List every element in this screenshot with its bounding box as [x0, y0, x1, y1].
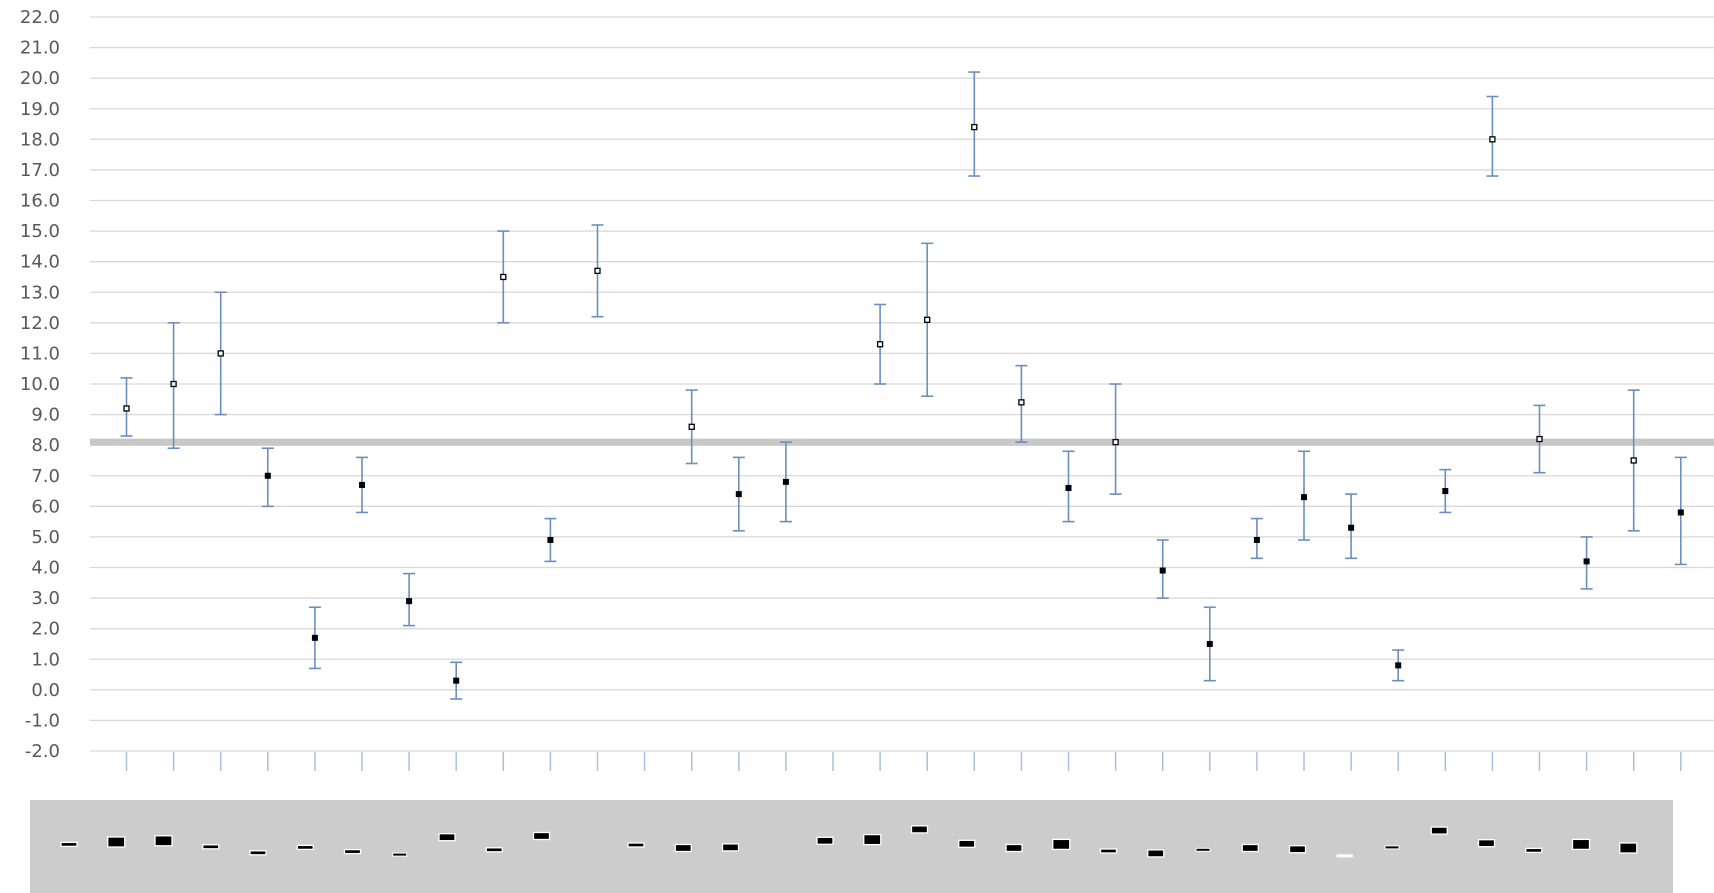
legend-swatch [485, 847, 503, 853]
data-point-hollow [688, 423, 695, 430]
legend-swatch [816, 836, 834, 845]
data-point-filled [782, 478, 789, 485]
data-point-filled [406, 598, 413, 605]
data-point-filled [453, 677, 460, 684]
data-point-hollow [594, 267, 601, 274]
legend-swatch [910, 825, 929, 834]
y-tick-label: 10.0 [20, 374, 60, 395]
data-point-hollow [217, 350, 224, 357]
data-point-filled [264, 472, 271, 479]
legend-swatch [1005, 843, 1023, 853]
data-point-filled [1442, 488, 1449, 495]
x-axis-category-ticks [125, 752, 1682, 771]
legend-swatch [1336, 853, 1354, 858]
y-axis-tick-labels: -2.0 -1.0 0.0 1.0 2.0 3.0 4.0 5.0 6.0 7.0 8.0 9.0 10… [20, 7, 60, 762]
legend-swatch [863, 833, 882, 846]
legend-swatch [438, 833, 456, 842]
data-point-filled [359, 481, 365, 488]
data-point-hollow [1536, 435, 1543, 443]
legend-swatch [1384, 845, 1400, 850]
y-tick-label: -2.0 [25, 741, 60, 762]
legend-swatch [1430, 826, 1448, 835]
legend-swatch [60, 841, 78, 848]
legend-swatch [343, 848, 362, 855]
legend-swatch [1195, 847, 1211, 852]
error-bars [120, 71, 1687, 700]
data-point-filled [1065, 484, 1072, 491]
y-tick-label: 13.0 [20, 282, 60, 303]
y-tick-label: 20.0 [20, 68, 60, 89]
data-point-filled [1677, 509, 1684, 516]
data-point-hollow [500, 273, 507, 281]
y-tick-label: 16.0 [20, 191, 60, 212]
legend-swatch [1241, 843, 1259, 853]
data-point-filled [1253, 536, 1260, 543]
y-tick-label: -1.0 [25, 710, 60, 731]
data-point-filled [1348, 524, 1355, 531]
gridlines [90, 16, 1714, 752]
data-point-hollow [123, 405, 130, 412]
legend-strip [30, 800, 1673, 893]
data-point-hollow [1112, 438, 1119, 446]
data-point-filled [1395, 662, 1402, 669]
legend-swatch [958, 839, 976, 848]
y-tick-label: 12.0 [20, 313, 60, 334]
data-point-hollow [170, 380, 177, 388]
legend-swatch [392, 852, 408, 857]
legend-swatch [296, 844, 314, 851]
y-tick-label: 22.0 [20, 7, 60, 28]
data-point-filled [311, 634, 318, 641]
data-point-filled [735, 491, 742, 498]
y-tick-label: 21.0 [20, 38, 60, 59]
data-point-filled [547, 536, 554, 543]
legend-swatch [249, 850, 267, 856]
y-tick-label: 3.0 [31, 588, 60, 609]
legend-swatch [674, 843, 692, 853]
legend-swatch [154, 835, 173, 847]
data-points [123, 123, 1684, 684]
y-tick-label: 15.0 [20, 221, 60, 242]
y-tick-label: 4.0 [31, 558, 60, 579]
data-point-filled [1206, 640, 1213, 647]
data-point-filled [1583, 558, 1590, 565]
data-point-hollow [1630, 457, 1637, 464]
y-tick-label: 2.0 [31, 619, 60, 640]
y-tick-label: 6.0 [31, 496, 60, 517]
legend-strip-background [30, 800, 1673, 893]
legend-swatch [1288, 845, 1307, 854]
legend-swatch [1571, 838, 1591, 851]
data-point-filled [1301, 494, 1307, 501]
y-tick-label: 1.0 [31, 649, 60, 670]
legend-swatch [627, 842, 645, 848]
legend-swatch [721, 843, 740, 852]
y-tick-label: 17.0 [20, 160, 60, 181]
data-point-hollow [971, 123, 978, 131]
data-point-hollow [876, 341, 884, 348]
y-tick-label: 7.0 [31, 466, 60, 487]
data-point-filled [1159, 567, 1166, 574]
legend-swatch [532, 831, 551, 841]
y-tick-label: 18.0 [20, 129, 60, 150]
y-tick-label: 5.0 [31, 527, 60, 548]
legend-swatch [1525, 847, 1543, 854]
legend-swatch [1477, 839, 1496, 848]
data-point-hollow [1489, 136, 1496, 143]
legend-swatch [1619, 842, 1638, 854]
legend-swatch [202, 844, 220, 850]
data-point-hollow [924, 316, 931, 323]
legend-swatch [1147, 849, 1165, 858]
y-tick-label: 8.0 [31, 435, 60, 456]
legend-swatch [1052, 838, 1071, 851]
legend-swatch [1099, 848, 1118, 854]
y-tick-label: 9.0 [31, 405, 60, 426]
y-tick-label: 19.0 [20, 99, 60, 120]
y-tick-label: 11.0 [20, 343, 60, 364]
y-tick-label: 0.0 [31, 680, 60, 701]
data-point-hollow [1018, 399, 1025, 406]
y-tick-label: 14.0 [20, 252, 60, 273]
legend-swatch [107, 836, 126, 848]
